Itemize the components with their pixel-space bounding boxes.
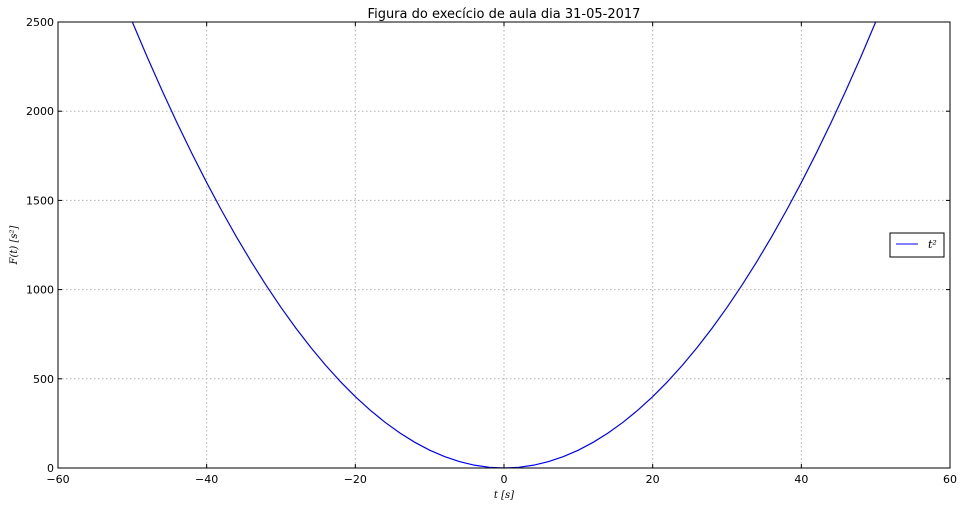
legend: t² [889,232,945,258]
grid [58,22,950,468]
x-tick-label: 20 [646,473,660,486]
legend-label: t² [928,238,937,251]
x-tick-label: 0 [501,473,508,486]
x-tick-label: −20 [344,473,367,486]
x-tick-labels: −60 −40 −20 0 20 40 60 [46,473,957,486]
x-tick-label: −60 [46,473,69,486]
x-tick-label: 40 [794,473,808,486]
series-layer [131,21,877,469]
plot-frame [57,21,951,469]
x-tick-label: 60 [943,473,957,486]
series-line [131,21,877,469]
y-tick-labels: 0 500 1000 1500 2000 2500 [26,16,54,475]
y-tick-label: 2000 [26,105,54,118]
y-tick-label: 1000 [26,284,54,297]
y-tick-label: 1500 [26,194,54,207]
ticks [57,21,951,469]
x-tick-label: −40 [195,473,218,486]
y-tick-label: 2500 [26,16,54,29]
x-axis-label: t [s] [494,490,514,501]
y-tick-label: 500 [33,373,54,386]
y-axis-label: F(t) [s²] [9,225,20,265]
chart-title: Figura do execício de aula dia 31-05-201… [368,7,641,22]
y-tick-label: 0 [47,462,54,475]
legend-box [889,232,945,258]
